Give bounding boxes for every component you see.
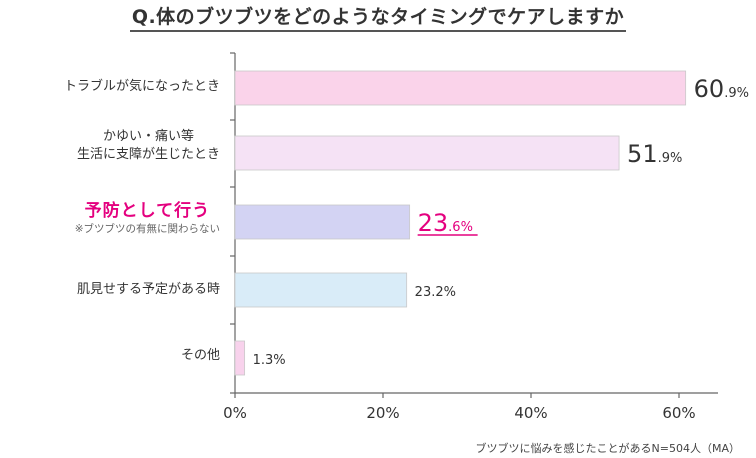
value-label: 60.9%: [694, 75, 749, 103]
category-label-2-note: ※ブツブツの有無に関わらない: [74, 223, 220, 235]
category-label-4-text: その他: [180, 348, 220, 363]
category-label-4: その他: [181, 347, 220, 365]
category-label-2-emphasis: 予防として行う: [84, 201, 211, 221]
bar: [234, 70, 687, 106]
category-label-2: 予防として行う ※ブツブツの有無に関わらない: [75, 200, 220, 236]
category-label-1-line1: かゆい・痛い等: [102, 129, 194, 144]
value-label: 23.6%: [418, 209, 473, 237]
category-label-0: トラブルが気になったとき: [64, 78, 220, 96]
x-tick-label: 60%: [662, 404, 695, 422]
value-label: 51.9%: [627, 140, 682, 168]
value-label-main: 51: [627, 140, 658, 168]
value-label-main: 23.2%: [415, 285, 456, 300]
value-label-main: 60: [694, 75, 725, 103]
value-label-decimal: .6%: [448, 220, 473, 235]
x-tick-label: 40%: [514, 404, 547, 422]
footnote: ブツブツに悩みを感じたことがあるN=504人（MA）: [475, 442, 740, 455]
chart-title-wrap: Q.体のブツブツをどのようなタイミングでケアしますか: [0, 2, 756, 32]
value-label: 1.3%: [253, 353, 286, 368]
category-label-1-line2: 生活に支障が生じたとき: [76, 147, 220, 162]
category-label-3: 肌見せする予定がある時: [77, 281, 220, 299]
bar: [234, 204, 411, 240]
x-tick-labels: 0% 20% 40% 60%: [223, 404, 696, 422]
value-label-main: 1.3%: [253, 353, 286, 368]
chart-title: Q.体のブツブツをどのようなタイミングでケアしますか: [129, 2, 627, 32]
bar: [234, 340, 246, 376]
value-label-main: 23: [418, 209, 449, 237]
chart-bars: [234, 70, 687, 376]
x-tick-label: 0%: [223, 404, 247, 422]
value-label: 23.2%: [415, 285, 456, 300]
bar: [234, 135, 620, 171]
category-label-3-text: 肌見せする予定がある時: [76, 282, 220, 297]
bar: [234, 272, 408, 308]
value-label-decimal: .9%: [658, 151, 683, 166]
category-label-1: かゆい・痛い等 生活に支障が生じたとき: [77, 128, 220, 164]
value-labels: 60.9%51.9%23.6%23.2%1.3%: [253, 75, 749, 368]
category-label-0-text: トラブルが気になったとき: [63, 79, 220, 94]
x-tick-label: 20%: [366, 404, 399, 422]
value-label-decimal: .9%: [724, 86, 749, 101]
